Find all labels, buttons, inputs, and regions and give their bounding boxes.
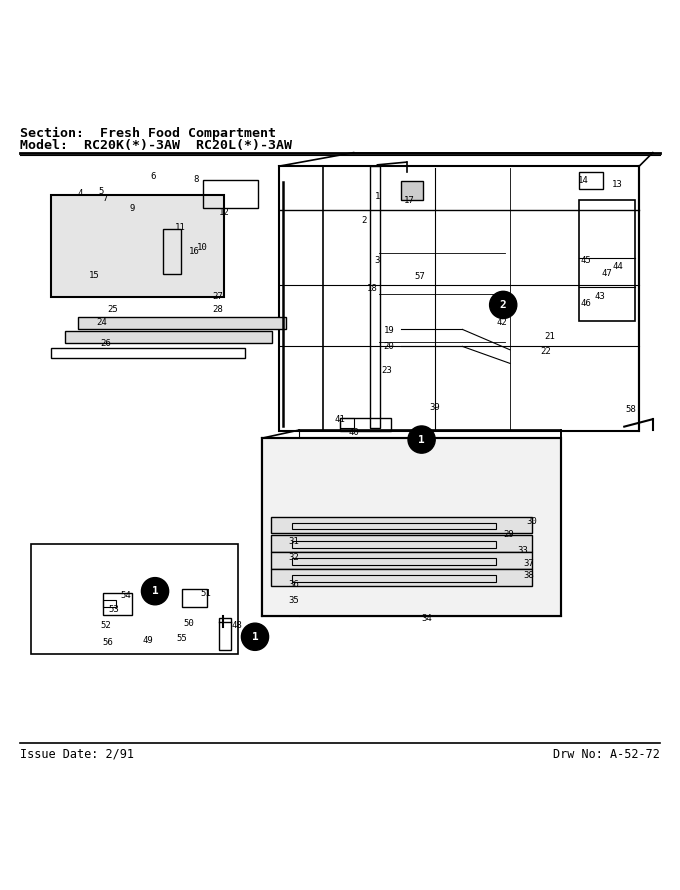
Text: 33: 33 — [517, 546, 528, 554]
Text: 50: 50 — [184, 619, 194, 627]
Text: 48: 48 — [231, 620, 242, 630]
Text: 40: 40 — [348, 428, 359, 437]
Bar — [292, 575, 496, 582]
Text: 54: 54 — [120, 592, 131, 601]
Bar — [262, 438, 561, 617]
Circle shape — [490, 291, 517, 319]
Text: 26: 26 — [100, 338, 111, 347]
Bar — [51, 348, 245, 358]
Text: 29: 29 — [503, 530, 514, 539]
Text: 28: 28 — [212, 304, 223, 313]
Text: 8: 8 — [193, 175, 199, 184]
Text: 13: 13 — [612, 180, 623, 189]
Text: 1: 1 — [418, 434, 425, 445]
Text: 49: 49 — [143, 636, 154, 645]
Text: 42: 42 — [496, 318, 507, 328]
Text: 4: 4 — [78, 189, 83, 198]
Text: 3: 3 — [375, 255, 380, 264]
Bar — [279, 166, 323, 432]
Text: 17: 17 — [404, 196, 415, 205]
Bar — [292, 541, 496, 547]
Text: 35: 35 — [288, 595, 299, 604]
Text: 30: 30 — [526, 517, 537, 526]
Bar — [103, 594, 132, 615]
Text: 18: 18 — [367, 284, 378, 293]
Text: 1: 1 — [375, 192, 380, 201]
Text: 32: 32 — [288, 553, 299, 562]
Bar — [340, 417, 391, 432]
Bar — [262, 438, 561, 617]
Text: 1: 1 — [252, 632, 258, 642]
Bar — [65, 331, 272, 343]
Text: 46: 46 — [581, 299, 592, 308]
Circle shape — [408, 426, 435, 453]
Text: Issue Date: 2/91: Issue Date: 2/91 — [20, 748, 135, 761]
Bar — [401, 182, 423, 200]
Text: 38: 38 — [524, 571, 534, 580]
Bar — [163, 230, 181, 273]
Text: 41: 41 — [335, 415, 345, 424]
Text: 25: 25 — [107, 304, 118, 313]
Text: 55: 55 — [177, 635, 188, 643]
Text: 27: 27 — [212, 292, 223, 301]
Bar — [203, 180, 258, 208]
Text: 20: 20 — [384, 342, 394, 351]
Text: 52: 52 — [100, 620, 111, 630]
Bar — [271, 536, 532, 552]
Text: Model:  RC20K(*)-3AW  RC20L(*)-3AW: Model: RC20K(*)-3AW RC20L(*)-3AW — [20, 139, 292, 152]
Bar — [78, 317, 286, 329]
Text: 56: 56 — [102, 638, 113, 647]
Bar — [103, 600, 116, 607]
Text: 14: 14 — [578, 176, 589, 185]
Bar — [370, 166, 380, 428]
Text: 19: 19 — [384, 327, 394, 336]
Text: 47: 47 — [601, 269, 612, 279]
Text: 9: 9 — [130, 204, 135, 213]
Text: 2: 2 — [500, 300, 507, 310]
Text: Section:  Fresh Food Compartment: Section: Fresh Food Compartment — [20, 126, 276, 140]
Bar — [271, 570, 532, 586]
Text: 45: 45 — [581, 255, 592, 264]
Text: 11: 11 — [175, 222, 186, 232]
Text: 5: 5 — [98, 187, 103, 196]
Text: 51: 51 — [200, 589, 211, 598]
Text: 1: 1 — [152, 587, 158, 596]
Text: 31: 31 — [288, 537, 299, 546]
Text: 15: 15 — [88, 271, 99, 279]
Bar — [340, 417, 354, 428]
Text: 7: 7 — [103, 194, 108, 203]
Text: 53: 53 — [109, 605, 120, 614]
Bar — [271, 553, 532, 569]
Circle shape — [241, 623, 269, 651]
Text: 16: 16 — [188, 247, 199, 255]
Text: 24: 24 — [97, 318, 107, 328]
Bar — [579, 173, 603, 190]
Text: 12: 12 — [219, 208, 230, 217]
Text: 2: 2 — [361, 216, 367, 225]
Text: 43: 43 — [594, 292, 605, 301]
Bar — [292, 558, 496, 564]
Bar — [292, 522, 496, 530]
Text: Drw No: A-52-72: Drw No: A-52-72 — [553, 748, 660, 761]
Text: 57: 57 — [415, 271, 426, 281]
Text: 22: 22 — [540, 347, 551, 356]
Bar — [31, 545, 238, 654]
Text: 34: 34 — [422, 614, 432, 623]
Text: 37: 37 — [524, 560, 534, 569]
Text: 44: 44 — [612, 263, 623, 271]
Bar — [279, 166, 639, 432]
Text: 58: 58 — [626, 405, 636, 414]
Text: 23: 23 — [381, 366, 392, 375]
Circle shape — [141, 578, 169, 605]
Bar — [271, 517, 532, 533]
Text: 36: 36 — [288, 580, 299, 589]
Bar — [182, 589, 207, 607]
Bar — [219, 618, 231, 651]
Text: 6: 6 — [150, 172, 156, 181]
Text: 10: 10 — [197, 243, 208, 252]
Text: 21: 21 — [544, 332, 555, 341]
Bar — [579, 200, 635, 321]
Bar — [51, 195, 224, 296]
Text: 39: 39 — [430, 403, 441, 412]
